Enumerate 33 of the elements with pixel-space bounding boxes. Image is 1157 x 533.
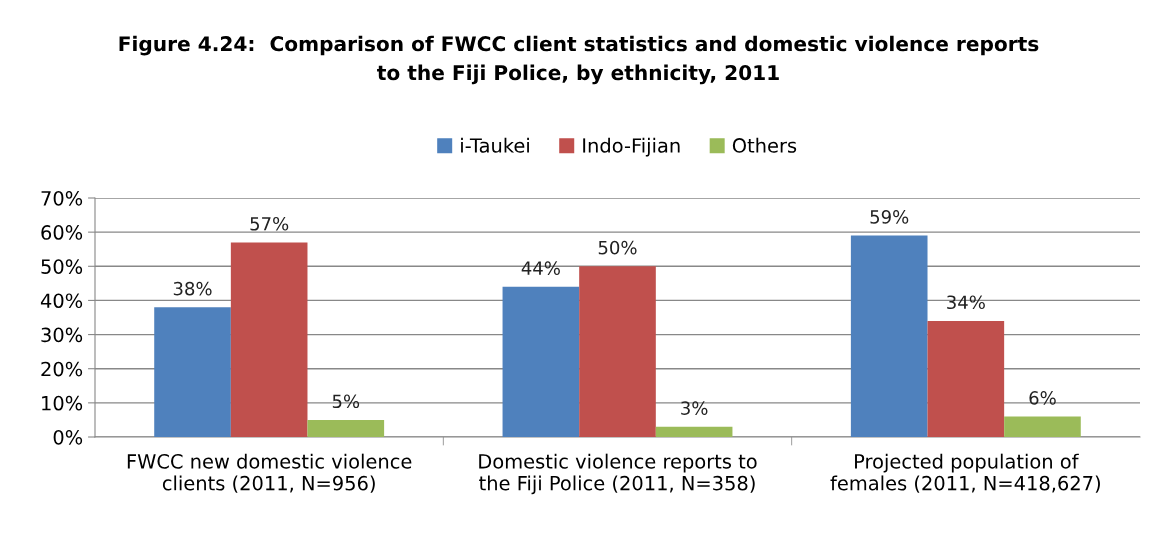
bar [927,320,1005,437]
y-tick-label: 40% [40,293,83,309]
bar [307,419,385,437]
bar [154,307,231,437]
y-tick-label: 20% [41,361,83,377]
x-tick-label: Projected population of females (2011, N=418,627) [830,453,1100,493]
data-label: 44% [521,261,560,275]
legend-label: Others [732,137,797,153]
data-label: 6% [1029,391,1056,405]
data-label: 38% [173,281,212,296]
data-label: 3% [681,401,708,415]
bar [230,242,308,437]
x-tick-label: Domestic violence reports to the Fiji Police (2011, N=358) [479,453,757,495]
y-tick-label: 70% [41,190,83,206]
bar [1004,416,1081,437]
data-label: 50% [598,240,637,255]
bar [502,286,580,437]
bar [850,235,928,437]
bar [579,266,656,437]
data-label: 5% [332,394,360,409]
legend-label: i-Taukei [461,137,529,153]
y-tick-label: 10% [42,395,83,411]
data-label: 34% [947,295,985,310]
data-label: 57% [250,216,289,231]
data-label: 59% [870,210,909,224]
bar [655,426,733,437]
y-tick-label: 0% [53,429,83,445]
legend-label: Indo-Fijian [583,137,680,157]
y-tick-label: 30% [41,327,83,343]
chart-title: Figure 4.24: Comparison of FWCC client statistics and domestic violence reports to the Fiji Police, by ethnicity, 2011 [119,35,1039,85]
y-tick-label: 50% [41,259,83,274]
x-tick-label: FWCC new domestic violence clients (2011, N=956) [127,453,412,493]
y-tick-label: 60% [41,225,83,240]
